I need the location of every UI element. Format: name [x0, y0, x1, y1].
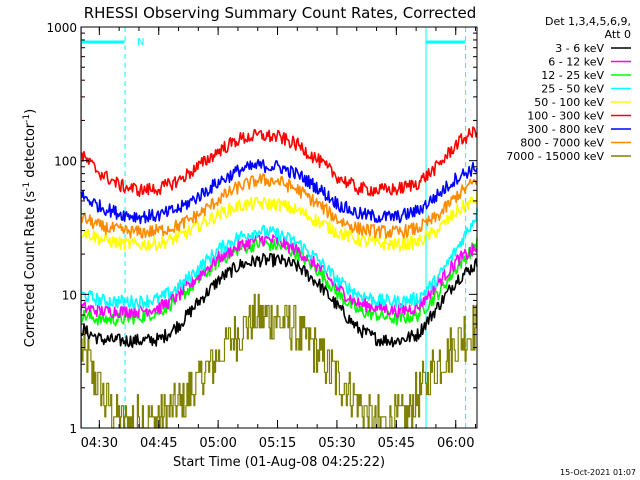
- x-tick-label-6: 06:00: [437, 436, 474, 451]
- legend-label-4: 50 - 100 keV: [534, 96, 604, 109]
- x-tick-label-3: 05:15: [259, 436, 296, 451]
- x-tick-label-2: 05:00: [199, 436, 236, 451]
- x-tick-label-4: 05:30: [318, 436, 355, 451]
- legend-label-3: 25 - 50 keV: [541, 83, 604, 96]
- plot-frame: [80, 26, 478, 429]
- series-line-7: [80, 173, 478, 239]
- series-line-8: [81, 293, 477, 429]
- series-line-0: [80, 252, 478, 349]
- legend-label-7: 800 - 7000 keV: [520, 137, 604, 150]
- x-tick-label-1: 04:45: [140, 436, 177, 451]
- y-axis-label-sup1: -1: [22, 182, 32, 191]
- y-tick-label-0: 1: [69, 422, 77, 436]
- y-tick-label-3: 1000: [46, 21, 77, 35]
- ticks-layer: 1 10 100 1000 04:30 04:45 05:00 05:15 05:30 05:45…: [46, 21, 477, 451]
- x-tick-label-5: 05:45: [378, 436, 415, 451]
- y-axis-label-sup2: -1: [22, 114, 32, 123]
- series-layer: [80, 126, 478, 429]
- legend-label-8: 7000 - 15000 keV: [506, 150, 604, 163]
- legend-label-0: 3 - 6 keV: [555, 42, 604, 55]
- legend-label-1: 6 - 12 keV: [548, 56, 604, 69]
- legend-label-5: 100 - 300 keV: [527, 110, 604, 123]
- series-line-6: [80, 159, 478, 225]
- y-axis-label-mid: detector: [23, 122, 38, 182]
- legend-label-2: 12 - 25 keV: [541, 69, 604, 82]
- y-tick-label-1: 10: [62, 288, 77, 302]
- series-line-5: [80, 126, 478, 198]
- timestamp: 15-Oct-2021 01:07: [560, 468, 636, 477]
- x-tick-label-0: 04:30: [81, 436, 118, 451]
- legend-header-detectors: Det 1,3,4,5,6,9,: [545, 15, 631, 28]
- flag-label: N: [137, 37, 144, 48]
- legend-label-6: 300 - 800 keV: [527, 123, 604, 136]
- x-axis-label: Start Time (01-Aug-08 04:25:22): [173, 455, 385, 470]
- series-line-4: [80, 192, 478, 252]
- y-axis-label-main: Corrected Count Rate (s: [23, 191, 38, 348]
- y-tick-label-2: 100: [54, 155, 77, 169]
- y-axis-label: Corrected Count Rate (s-1 detector-1): [22, 109, 38, 347]
- chart-title: RHESSI Observing Summary Count Rates, Co…: [84, 4, 477, 22]
- legend-header-attenuator: Att 0: [605, 28, 631, 41]
- series-line-3: [80, 208, 478, 310]
- y-axis-label-end: ): [23, 109, 38, 114]
